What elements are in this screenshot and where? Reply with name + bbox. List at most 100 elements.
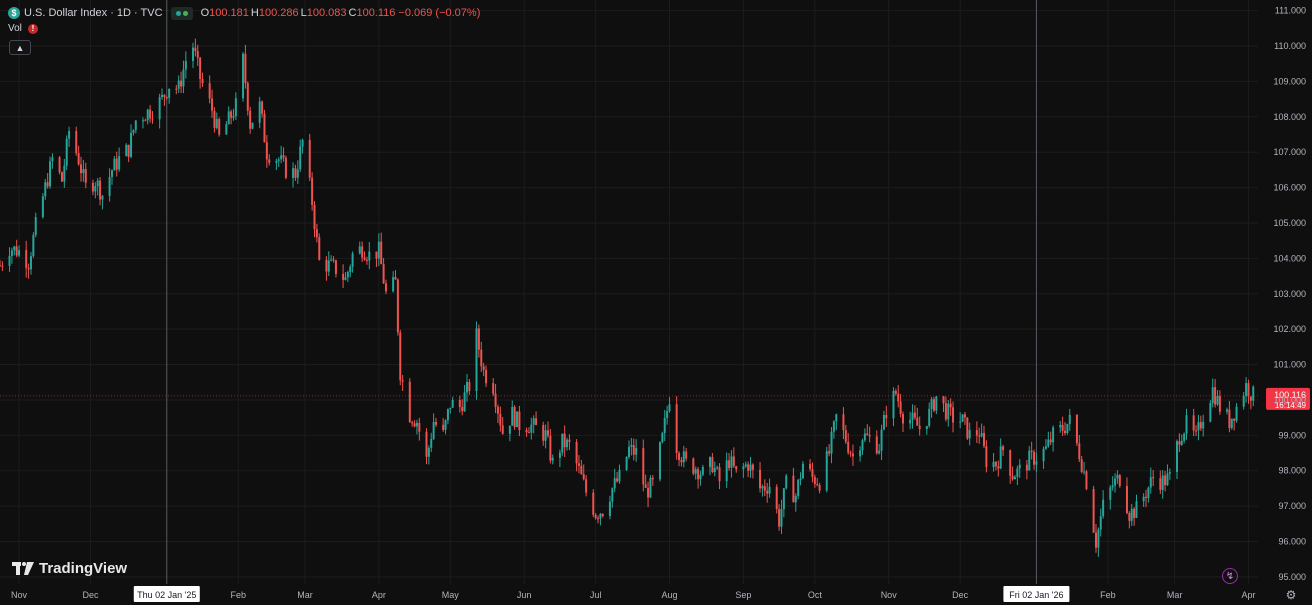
candle xyxy=(1011,466,1014,481)
candle xyxy=(632,438,635,461)
candle xyxy=(211,89,214,118)
x-tick-label: Dec xyxy=(952,590,969,600)
volume-label[interactable]: Vol xyxy=(8,23,22,34)
candle xyxy=(716,465,719,470)
x-tick-label: Sep xyxy=(735,590,751,600)
candle-body xyxy=(616,478,619,482)
candle-body xyxy=(108,176,111,196)
candle xyxy=(377,233,380,267)
candle xyxy=(999,438,1002,470)
candle-body xyxy=(444,420,447,430)
candle xyxy=(132,129,135,136)
candle xyxy=(544,424,547,449)
candle-body xyxy=(909,419,912,424)
candle-body xyxy=(361,246,364,258)
candle-body xyxy=(0,265,1,267)
candle-body xyxy=(218,119,221,135)
symbol-title[interactable]: U.S. Dollar Index · 1D · TVC xyxy=(24,7,163,19)
candle-body xyxy=(1249,396,1252,401)
candle-body xyxy=(201,79,204,84)
candle-body xyxy=(1125,486,1128,514)
candle-body xyxy=(949,403,952,408)
candle xyxy=(577,455,580,474)
candle xyxy=(1147,486,1150,503)
candle-body xyxy=(315,229,318,238)
candle-body xyxy=(1147,487,1150,498)
candle-body xyxy=(325,259,328,272)
candle xyxy=(492,377,495,397)
candle-body xyxy=(401,380,404,382)
candle-body xyxy=(234,98,237,117)
lightning-icon[interactable]: ↯ xyxy=(1222,568,1238,584)
x-tick-label: Jun xyxy=(517,590,532,600)
candle xyxy=(446,408,449,425)
status-dot-icon xyxy=(175,10,181,16)
candle xyxy=(930,396,933,418)
candle xyxy=(1218,390,1221,415)
candle xyxy=(551,454,554,465)
candle xyxy=(499,406,502,432)
candle xyxy=(618,464,621,484)
candle xyxy=(10,247,13,264)
brand-name: TradingView xyxy=(39,560,128,577)
candle xyxy=(549,428,552,464)
candle-body xyxy=(642,448,645,485)
tradingview-logo[interactable]: TradingView xyxy=(12,560,127,577)
candle xyxy=(751,463,754,479)
market-status[interactable] xyxy=(170,6,193,20)
candle-body xyxy=(182,69,185,87)
candle-body xyxy=(585,479,588,493)
candle xyxy=(201,72,204,88)
candle-body xyxy=(496,406,499,414)
candle-body xyxy=(527,432,530,434)
candle xyxy=(430,432,433,453)
candle-body xyxy=(499,413,502,426)
collapse-legend-button[interactable]: ▲ xyxy=(9,40,31,55)
candle-body xyxy=(91,182,94,192)
candle-body xyxy=(110,170,113,177)
candle-body xyxy=(1216,395,1219,405)
candle xyxy=(1099,508,1102,537)
candle xyxy=(108,168,111,202)
candle-body xyxy=(966,417,969,439)
candle-body xyxy=(782,488,785,510)
candle-body xyxy=(513,406,516,428)
candle-body xyxy=(475,328,478,392)
candle-body xyxy=(1097,529,1100,548)
candle-body xyxy=(647,487,650,498)
candle xyxy=(944,396,947,422)
warning-icon[interactable]: ! xyxy=(27,23,38,34)
dollar-sign-icon[interactable]: $ xyxy=(8,7,20,19)
candle xyxy=(608,495,611,520)
candle xyxy=(1052,425,1055,452)
candle xyxy=(1195,425,1198,437)
candle-body xyxy=(165,97,168,99)
candle xyxy=(725,452,728,489)
candle-body xyxy=(392,277,395,292)
candle-body xyxy=(744,464,747,467)
candle xyxy=(778,504,781,531)
high-value: 100.286 xyxy=(258,7,299,19)
candle-body xyxy=(284,157,287,178)
candle-body xyxy=(630,445,633,447)
candle xyxy=(835,413,838,431)
candle-body xyxy=(96,180,99,187)
candle-body xyxy=(415,422,418,427)
candle-body xyxy=(1242,396,1245,407)
candle xyxy=(368,241,371,270)
candle xyxy=(375,251,378,268)
candle xyxy=(80,156,83,182)
candle xyxy=(84,162,87,189)
candle-body xyxy=(1226,409,1229,412)
settings-gear-icon[interactable]: ⚙ xyxy=(1285,588,1297,602)
candle-body xyxy=(568,439,571,442)
candle-body xyxy=(628,446,630,457)
candle xyxy=(349,264,352,278)
candle-body xyxy=(716,467,719,469)
candle-body xyxy=(244,53,247,84)
candle xyxy=(65,135,68,171)
candle xyxy=(311,172,314,211)
x-tick-label: Apr xyxy=(1241,590,1255,600)
